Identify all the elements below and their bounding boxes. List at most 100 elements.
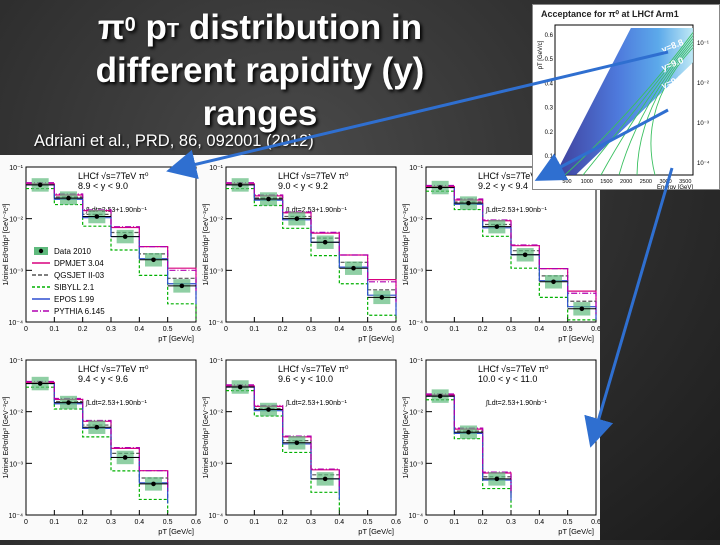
spectra-panels: 10⁻⁴ 10⁻³ 10⁻² 10⁻¹ 0 0.1 0.2 0.3 0.4 0.5 0.6 pT [G… bbox=[3, 165, 601, 536]
y-tick-label: 10⁻² bbox=[409, 217, 423, 224]
data-point bbox=[379, 295, 385, 300]
data-point bbox=[322, 476, 328, 482]
y-tick-label: 10⁻⁴ bbox=[409, 513, 424, 520]
title-line-3: ranges bbox=[202, 94, 318, 133]
x-tick-label: 0.2 bbox=[278, 519, 288, 526]
data-point bbox=[179, 283, 185, 289]
x-axis-label: pT [GeV/c] bbox=[558, 334, 594, 343]
y-tick-label: 10⁻³ bbox=[9, 268, 23, 275]
x-tick-label: 0.1 bbox=[49, 519, 59, 526]
legend-label-epos: EPOS 1.99 bbox=[54, 295, 95, 304]
x-tick-label: 0.2 bbox=[478, 326, 488, 333]
inset-x-tick: 3500 bbox=[679, 179, 691, 185]
data-point bbox=[551, 279, 556, 285]
data-point bbox=[294, 440, 300, 446]
legend-label-data: Data 2010 bbox=[54, 247, 91, 256]
inset-x-tick: 1000 bbox=[581, 179, 593, 185]
model-curve-pythia bbox=[26, 380, 169, 492]
data-point bbox=[122, 455, 128, 460]
luminosity-label: ∫Ldt=2.53+1.90nb⁻¹ bbox=[285, 207, 348, 214]
y-tick-label: 10⁻³ bbox=[209, 268, 223, 275]
y-tick-label: 10⁻⁴ bbox=[209, 513, 224, 520]
data-point bbox=[94, 214, 100, 219]
x-tick-label: 0.6 bbox=[191, 326, 201, 333]
inset-y-tick: 0.1 bbox=[545, 154, 554, 160]
x-tick-label: 0.5 bbox=[563, 519, 573, 526]
model-curve-pythia bbox=[226, 182, 397, 303]
data-point bbox=[322, 239, 328, 245]
x-tick-label: 0.1 bbox=[249, 326, 259, 333]
data-point bbox=[237, 384, 243, 390]
x-tick-label: 0.5 bbox=[363, 519, 373, 526]
x-tick-label: 0.2 bbox=[78, 326, 88, 333]
luminosity-label: ∫Ldt=2.53+1.90nb⁻¹ bbox=[485, 207, 548, 214]
data-point bbox=[437, 393, 443, 399]
y-tick-label: 10⁻³ bbox=[409, 461, 423, 468]
legend-label-dpmjet: DPMJET 3.04 bbox=[54, 259, 104, 268]
x-tick-label: 0.1 bbox=[449, 326, 459, 333]
data-point bbox=[266, 407, 271, 412]
x-tick-label: 0.3 bbox=[306, 326, 316, 333]
data-point bbox=[466, 200, 471, 206]
model-curve-sibyll bbox=[26, 187, 197, 320]
inset-y-tick: 0.4 bbox=[545, 81, 554, 87]
experiment-label: LHCf √s=7TeV π⁰ bbox=[78, 364, 149, 374]
x-tick-label: 0.1 bbox=[449, 519, 459, 526]
data-point bbox=[522, 252, 528, 258]
experiment-label: LHCf √s=7TeV π⁰ bbox=[478, 364, 549, 374]
acceptance-plot: Acceptance for π⁰ at LHCf Arm1y=8.8y=9.0… bbox=[538, 9, 710, 191]
x-tick-label: 0.6 bbox=[591, 519, 600, 526]
inset-x-tick: 2500 bbox=[640, 179, 652, 185]
x-tick-label: 0.2 bbox=[78, 519, 88, 526]
model-curve-pythia bbox=[426, 184, 597, 314]
panel-3: 10⁻⁴ 10⁻³ 10⁻² 10⁻¹ 0 0.1 0.2 0.3 0.4 0.5 0.6pT [G… bbox=[403, 165, 601, 343]
y-axis-label: 1/σinel Ed³σ/dp³ [GeV⁻²c³] bbox=[3, 396, 10, 478]
y-tick-label: 10⁻⁴ bbox=[9, 320, 24, 327]
inset-x-tick: 500 bbox=[562, 179, 571, 185]
y-tick-label: 10⁻¹ bbox=[209, 165, 223, 172]
inset-x-label: Energy [GeV] bbox=[657, 185, 693, 189]
x-tick-label: 0 bbox=[24, 519, 28, 526]
data-point bbox=[37, 182, 43, 188]
x-tick-label: 0.5 bbox=[363, 326, 373, 333]
inset-y-tick: 0.5 bbox=[545, 57, 554, 63]
y-tick-label: 10⁻³ bbox=[209, 461, 223, 468]
inset-x-tick: 1500 bbox=[600, 179, 612, 185]
y-axis-label: 1/σinel Ed³σ/dp³ [GeV⁻²c³] bbox=[203, 396, 210, 478]
data-point bbox=[151, 481, 156, 487]
y-tick-label: 10⁻² bbox=[9, 410, 23, 417]
data-point bbox=[466, 429, 471, 435]
y-tick-label: 10⁻¹ bbox=[409, 165, 423, 172]
panel-2: 10⁻⁴ 10⁻³ 10⁻² 10⁻¹ 0 0.1 0.2 0.3 0.4 0.5 0.6pT [G… bbox=[203, 165, 401, 343]
legend-marker-data bbox=[38, 248, 44, 254]
legend-label-pythia: PYTHIA 6.145 bbox=[54, 307, 105, 316]
rapidity-range-label: 9.0 < y < 9.2 bbox=[278, 181, 328, 191]
data-point bbox=[66, 195, 71, 201]
y-tick-label: 10⁻² bbox=[209, 217, 223, 224]
data-point bbox=[37, 381, 43, 386]
data-point bbox=[294, 216, 300, 221]
y-tick-label: 10⁻² bbox=[9, 217, 23, 224]
x-tick-label: 0.6 bbox=[391, 326, 401, 333]
y-tick-label: 10⁻³ bbox=[9, 461, 23, 468]
data-point bbox=[122, 234, 128, 239]
model-curve-sibyll bbox=[226, 187, 397, 320]
y-tick-label: 10⁻⁴ bbox=[209, 320, 224, 327]
arrow-to-last-panel bbox=[584, 167, 674, 448]
x-tick-label: 0 bbox=[224, 326, 228, 333]
x-tick-label: 0.3 bbox=[306, 519, 316, 526]
data-point bbox=[66, 400, 71, 405]
legend-label-qgsjet: QGSJET II-03 bbox=[54, 271, 105, 280]
x-tick-label: 0.5 bbox=[163, 326, 173, 333]
data-point bbox=[237, 182, 243, 188]
rapidity-range-label: 9.2 < y < 9.4 bbox=[478, 181, 528, 191]
model-curve-pythia bbox=[426, 393, 512, 493]
y-axis-label: 1/σinel Ed³σ/dp³ [GeV⁻²c³] bbox=[3, 203, 10, 285]
inset-z-tick: 10⁻¹ bbox=[697, 41, 709, 47]
data-point bbox=[94, 424, 100, 430]
x-tick-label: 0.4 bbox=[534, 519, 544, 526]
inset-y-tick: 0.2 bbox=[545, 130, 554, 136]
y-tick-label: 10⁻¹ bbox=[209, 358, 223, 365]
inset-y-tick: 0.6 bbox=[545, 33, 554, 39]
x-tick-label: 0.1 bbox=[49, 326, 59, 333]
